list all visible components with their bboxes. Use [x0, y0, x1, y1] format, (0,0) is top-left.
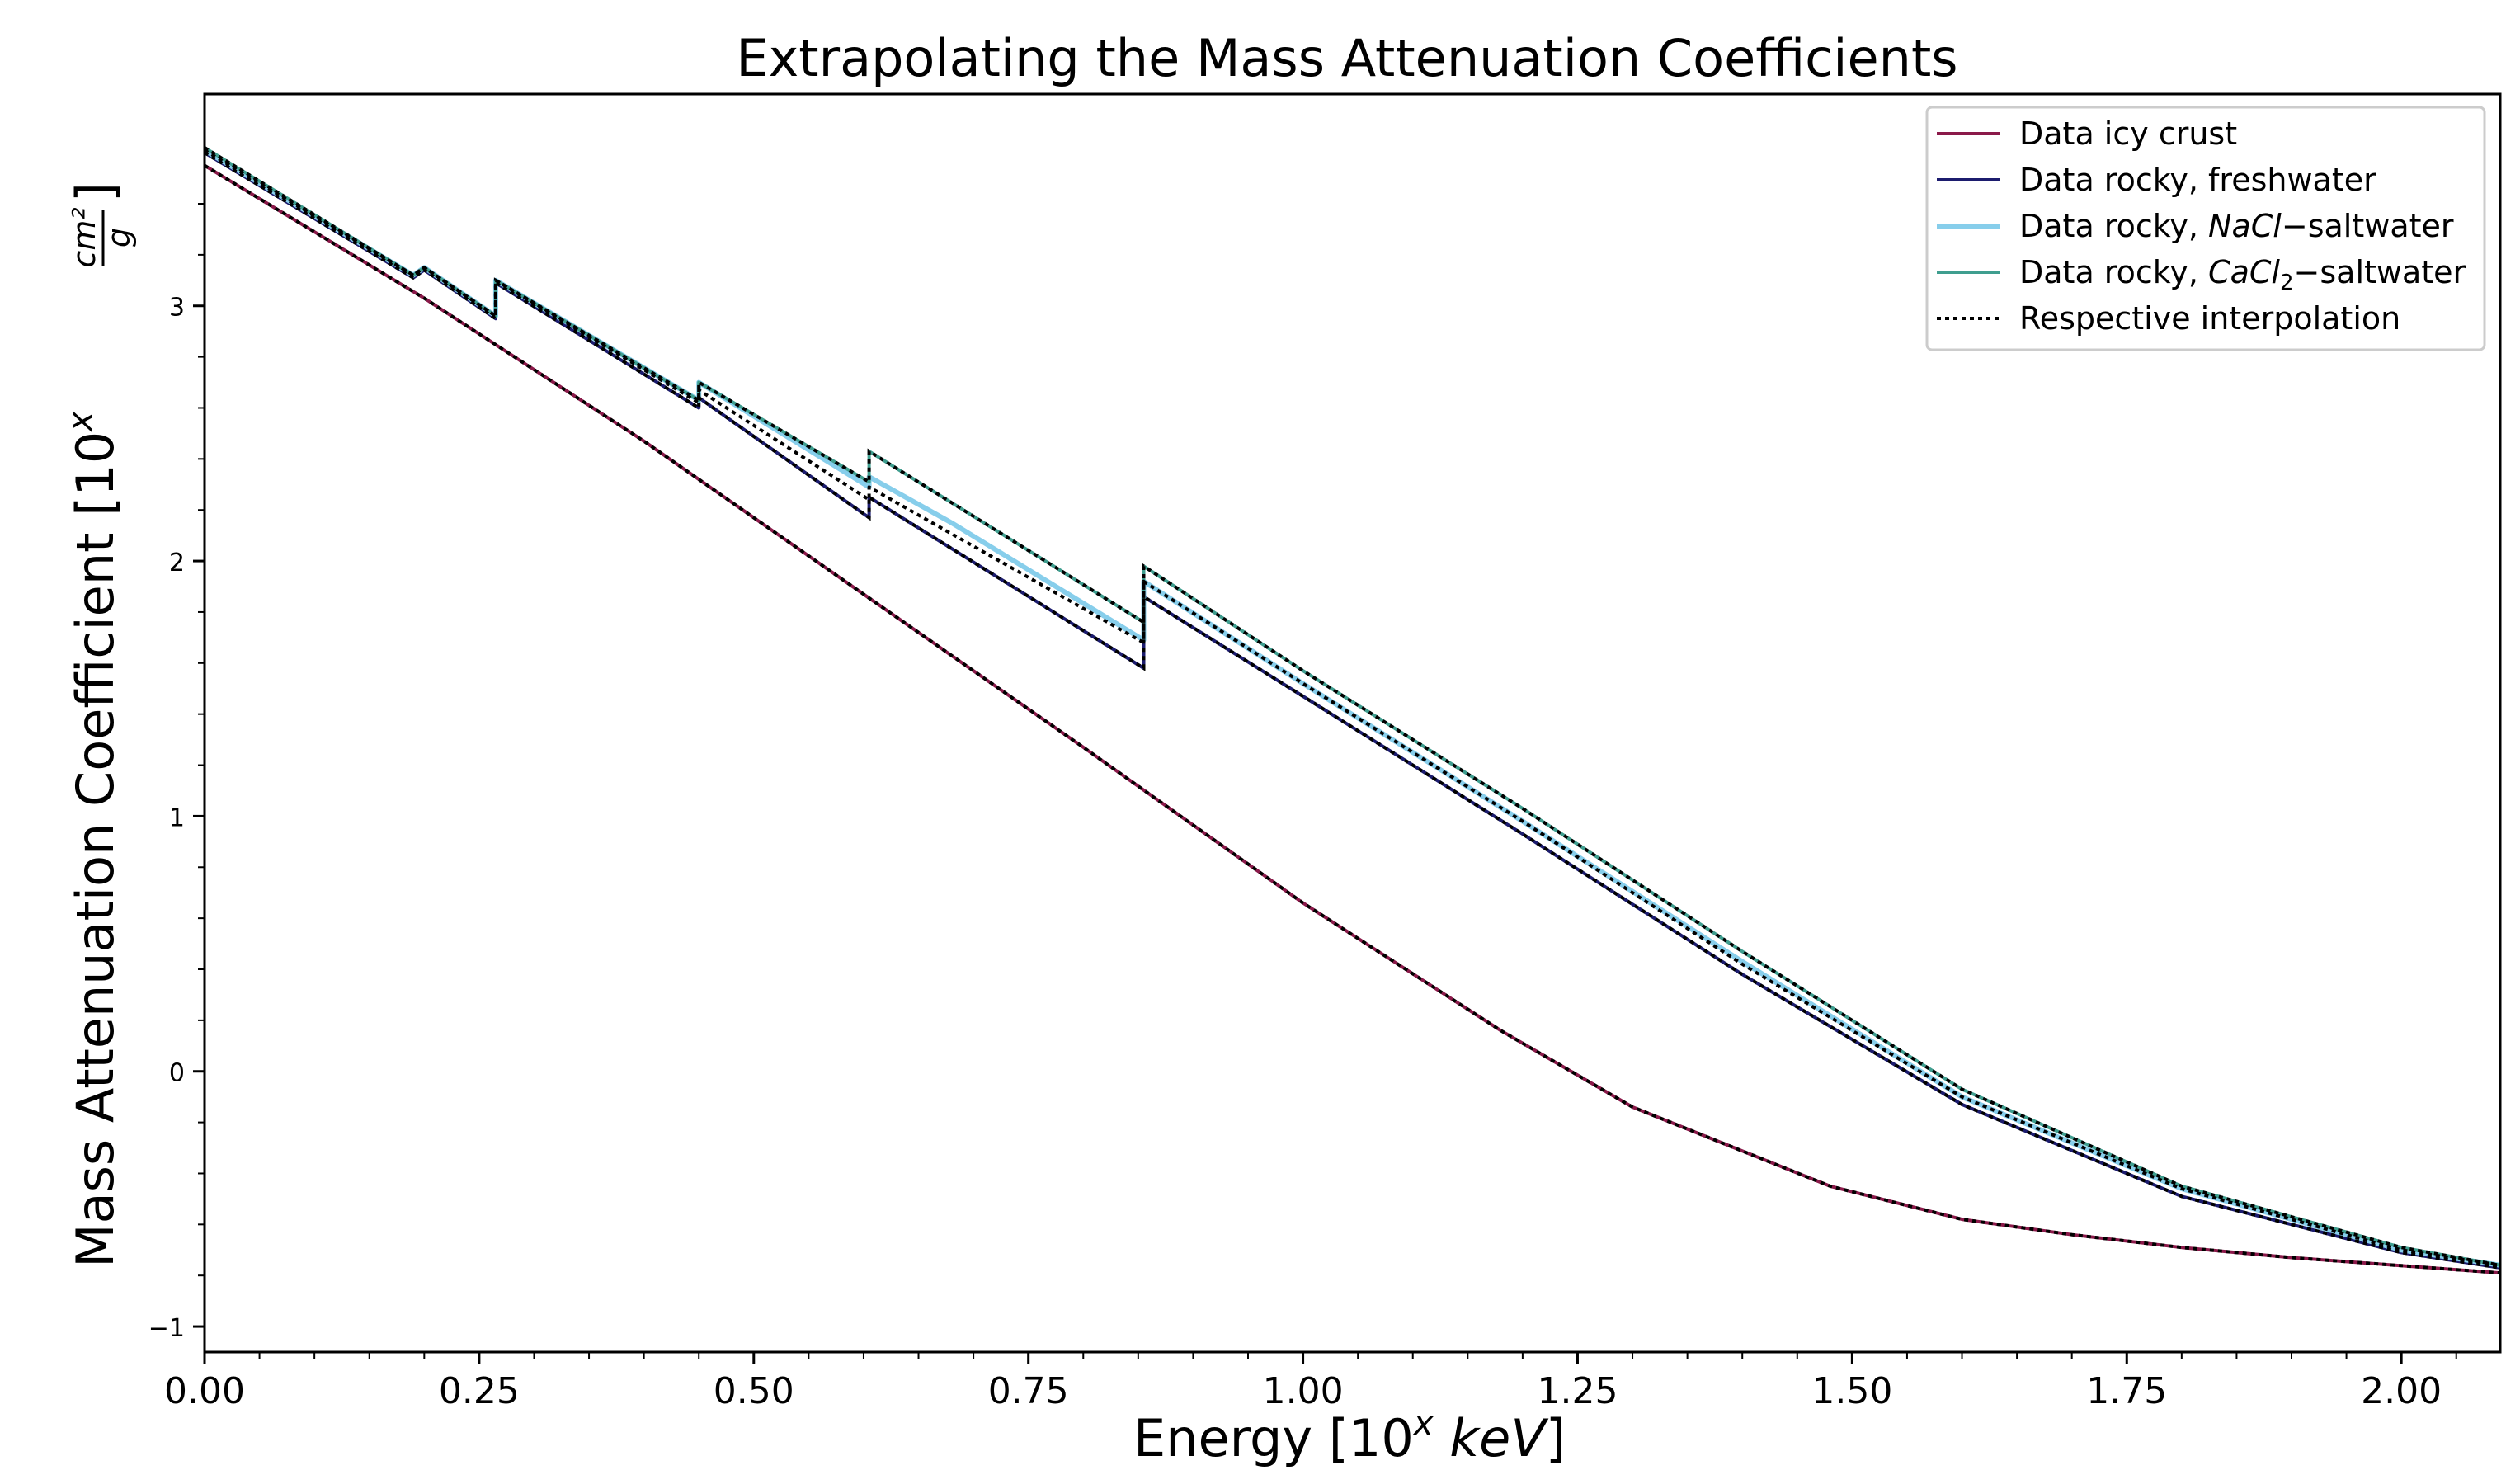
x-tick-label: 0.25	[439, 1370, 520, 1412]
plot-area-frame	[203, 92, 2502, 1354]
y-axis-label-suffix: ]	[65, 182, 125, 202]
x-tick-label: 1.75	[2086, 1370, 2167, 1412]
svg-text:Mass Attenuation Coefficient [: Mass Attenuation Coefficient [10x	[62, 412, 125, 1268]
series-line-4	[205, 148, 2500, 1267]
x-tick-label: 0.50	[714, 1370, 794, 1412]
x-tick-label: 0.00	[164, 1370, 245, 1412]
legend-label-0: Data icy crust	[2019, 115, 2237, 152]
y-tick-label: −1	[148, 1314, 185, 1343]
y-axis-label-fraction-numerator: cm²	[66, 207, 102, 267]
interpolation-line-1	[205, 151, 2500, 1270]
y-axis: −1 0 1 2 3	[148, 203, 205, 1343]
y-tick-label: 0	[169, 1059, 185, 1088]
x-axis-label: Energy [10x keV]	[1133, 1405, 1566, 1468]
x-tick-label: 0.75	[988, 1370, 1069, 1412]
legend-label-2: Data rocky, NaCl−saltwater	[2019, 208, 2454, 244]
y-tick-label: 3	[169, 294, 185, 323]
legend-frame	[1925, 106, 2486, 351]
y-tick-label: 1	[169, 803, 185, 832]
interpolation-line-2	[205, 146, 2500, 1267]
legend-label-4: Respective interpolation	[2019, 300, 2400, 337]
x-tick-label: 1.50	[1811, 1370, 1892, 1412]
legend-label-1: Data rocky, freshwater	[2019, 162, 2376, 198]
x-tick-label: 1.25	[1537, 1370, 1618, 1412]
chart-title: Extrapolating the Mass Attenuation Coeff…	[736, 28, 1957, 88]
interpolation-line-0	[205, 163, 2500, 1275]
y-axis-label: Mass Attenuation Coefficient [10x cm² g …	[62, 182, 137, 1268]
x-axis: 0.00 0.25 0.50 0.75 1.00 1.25 1.50 1.75 2.00	[164, 1352, 2457, 1412]
x-tick-label: 2.00	[2361, 1370, 2442, 1412]
y-axis-label-fraction-denominator: g	[101, 228, 137, 247]
legend: Data icy crust Data rocky, freshwater Data…	[1925, 106, 2486, 351]
y-tick-label: 2	[169, 549, 185, 577]
legend-label-3: Data rocky, CaCl2−saltwater	[2019, 254, 2466, 295]
x-tick-label: 1.00	[1263, 1370, 1344, 1412]
series-layer	[205, 146, 2500, 1275]
